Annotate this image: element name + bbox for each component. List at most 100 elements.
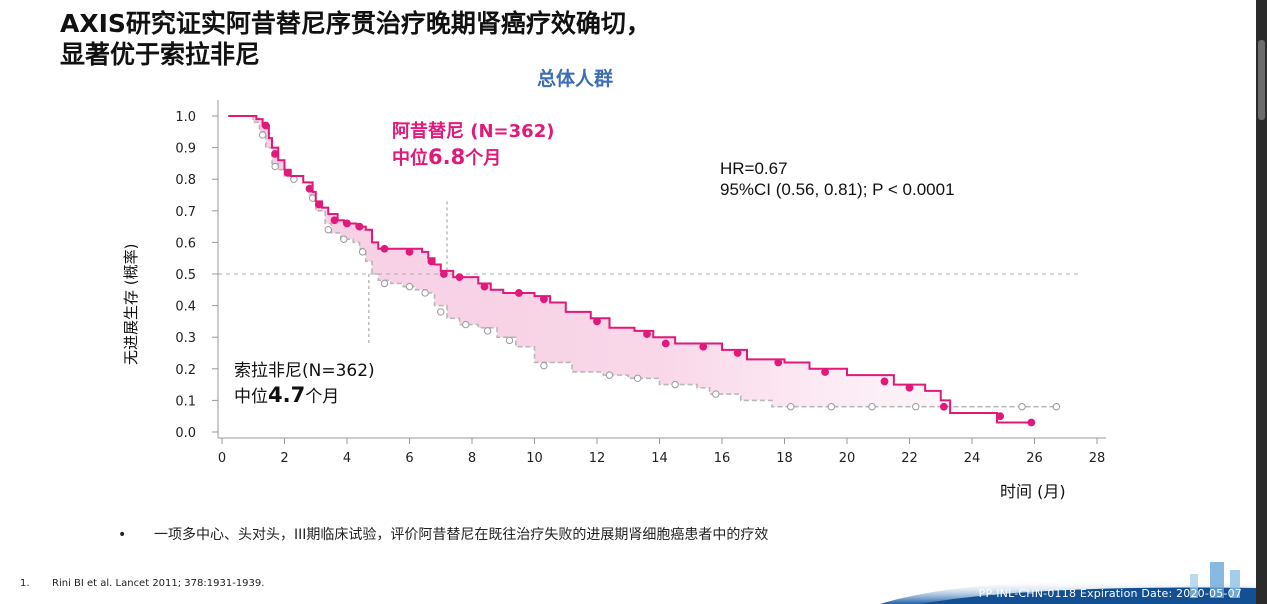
scrollbar-thumb[interactable] <box>1258 40 1265 120</box>
sorafenib-censor-mark <box>827 403 836 411</box>
axitinib-censor-mark <box>261 121 270 130</box>
axitinib-censor-mark <box>314 200 323 209</box>
axitinib-censor-mark <box>643 330 651 338</box>
axitinib-censor-mark <box>455 273 464 282</box>
sorafenib-censor-mark <box>437 308 445 316</box>
axitinib-censor-mark <box>733 349 742 357</box>
axitinib-censor-mark <box>480 282 489 291</box>
x-tick-label: 0 <box>218 451 226 466</box>
axitinib-censor-mark <box>514 289 523 297</box>
x-tick-label: 12 <box>589 451 606 466</box>
x-tick-label: 24 <box>964 451 981 466</box>
axitinib-censor-mark <box>1027 418 1036 427</box>
y-tick-label: 0.1 <box>175 394 196 409</box>
x-tick-label: 26 <box>1026 451 1043 466</box>
y-tick-label: 0.2 <box>175 363 196 378</box>
axitinib-censor-mark <box>774 358 783 367</box>
sorafenib-censor-mark <box>340 235 348 243</box>
sorafenib-censor-mark <box>633 374 642 382</box>
sorafenib-censor-mark <box>868 403 876 411</box>
sorafenib-legend-line2: 中位4.7个月 <box>234 383 339 407</box>
y-tick-label: 0.6 <box>175 236 196 251</box>
x-axis-label: 时间 (月) <box>1000 482 1066 501</box>
axitinib-censor-mark <box>271 150 280 158</box>
sorafenib-censor-mark <box>1052 403 1061 411</box>
sorafenib-censor-mark <box>912 403 920 411</box>
axitinib-censor-mark <box>305 184 314 193</box>
x-tick-label: 28 <box>1089 451 1106 466</box>
sorafenib-median-value: 4.7 <box>268 383 305 407</box>
axitinib-curve <box>228 115 1035 424</box>
y-tick-label: 0.4 <box>175 300 196 315</box>
x-tick-label: 18 <box>776 451 793 466</box>
slide-title-line-1: AXIS研究证实阿昔替尼序贯治疗晚期肾癌疗效确切， <box>60 9 651 38</box>
x-tick-label: 16 <box>714 451 731 466</box>
sorafenib-censor-mark <box>462 320 470 329</box>
axitinib-censor-mark <box>539 295 548 304</box>
hr-label: HR=0.67 <box>720 159 788 178</box>
sorafenib-censor-mark <box>324 226 332 234</box>
axitinib-censor-mark <box>699 342 708 351</box>
x-tick-label: 14 <box>651 451 668 466</box>
x-tick-label: 20 <box>839 451 856 466</box>
axitinib-censor-mark <box>661 339 670 348</box>
axes: 0.00.10.20.30.40.50.60.70.80.91.00 2 4 6 8 10… <box>175 100 1106 466</box>
axitinib-censor-mark <box>283 168 292 177</box>
y-tick-label: 0.8 <box>175 173 196 188</box>
reference-text: Rini BI et al. Lancet 2011; 378:1931-193… <box>52 578 265 589</box>
sorafenib-censor-mark <box>421 289 429 297</box>
chart-title: 总体人群 <box>536 68 613 90</box>
bullet-text: 一项多中心、头对头，III期临床试验，评价阿昔替尼在既往治疗失败的进展期肾细胞癌… <box>154 527 769 543</box>
sorafenib-censor-mark <box>1018 403 1026 411</box>
axitinib-censor-mark <box>343 219 351 228</box>
x-tick-label: 2 <box>280 451 288 466</box>
reference: 1. Rini BI et al. Lancet 2011; 378:1931-1… <box>20 578 264 589</box>
axitinib-censor-mark <box>439 270 448 278</box>
sorafenib-median-suffix: 个月 <box>305 387 339 407</box>
axitinib-censor-mark <box>380 244 389 253</box>
y-tick-label: 0.3 <box>175 331 196 346</box>
x-tick-label: 8 <box>468 451 476 466</box>
axitinib-censor-mark <box>405 247 414 256</box>
axitinib-censor-mark <box>821 368 830 376</box>
window-edge-scrollbar[interactable] <box>1256 0 1267 604</box>
sorafenib-censor-mark <box>405 282 414 291</box>
x-tick-label: 10 <box>526 451 543 466</box>
ci-label: 95%CI (0.56, 0.81); P < 0.0001 <box>720 180 955 199</box>
slide-title: AXIS研究证实阿昔替尼序贯治疗晚期肾癌疗效确切， 显著优于索拉非尼 <box>60 8 651 70</box>
y-tick-label: 0.0 <box>175 426 196 441</box>
sorafenib-censor-mark <box>671 380 679 389</box>
axitinib-censor-mark <box>330 216 339 225</box>
x-tick-label: 4 <box>343 451 351 466</box>
sorafenib-censor-mark <box>483 327 492 335</box>
reference-lines <box>218 201 1078 344</box>
y-tick-label: 0.9 <box>175 142 196 157</box>
axitinib-censor-mark <box>939 402 948 411</box>
axitinib-censor-mark <box>593 317 601 326</box>
bullet-note: • 一项多中心、头对头，III期临床试验，评价阿昔替尼在既往治疗失败的进展期肾细胞… <box>118 524 768 544</box>
sorafenib-curve <box>228 115 1060 408</box>
sorafenib-censor-mark <box>540 361 548 370</box>
axitinib-median-prefix: 中位 <box>392 147 428 169</box>
slide-title-line-2: 显著优于索拉非尼 <box>60 40 261 69</box>
x-tick-label: 22 <box>901 451 918 466</box>
y-axis-label: 无进展生存 (概率) <box>122 244 140 365</box>
axitinib-censor-mark <box>427 257 436 266</box>
sorafenib-censor-mark <box>271 162 279 171</box>
axitinib-censor-mark <box>905 383 914 392</box>
y-tick-label: 0.5 <box>175 268 196 283</box>
city-skyline-graphic <box>880 562 1256 604</box>
y-tick-label: 0.7 <box>175 205 196 220</box>
sorafenib-censor-mark <box>505 336 514 345</box>
y-tick-label: 1.0 <box>175 110 196 125</box>
sorafenib-censor-mark <box>358 248 367 256</box>
sorafenib-censor-mark <box>380 279 389 288</box>
footer-banner: PP-INL-CHN-0118 Expiration Date: 2020-05… <box>880 560 1256 604</box>
sorafenib-censor-mark <box>605 371 614 379</box>
axitinib-censor-mark <box>355 222 364 231</box>
bullet-marker: • <box>118 527 127 543</box>
footer-code: PP-INL-CHN-0118 Expiration Date: 2020-05… <box>978 587 1242 600</box>
axitinib-censor-mark <box>880 377 889 386</box>
axitinib-censor-mark <box>996 412 1005 421</box>
series <box>228 115 1061 427</box>
